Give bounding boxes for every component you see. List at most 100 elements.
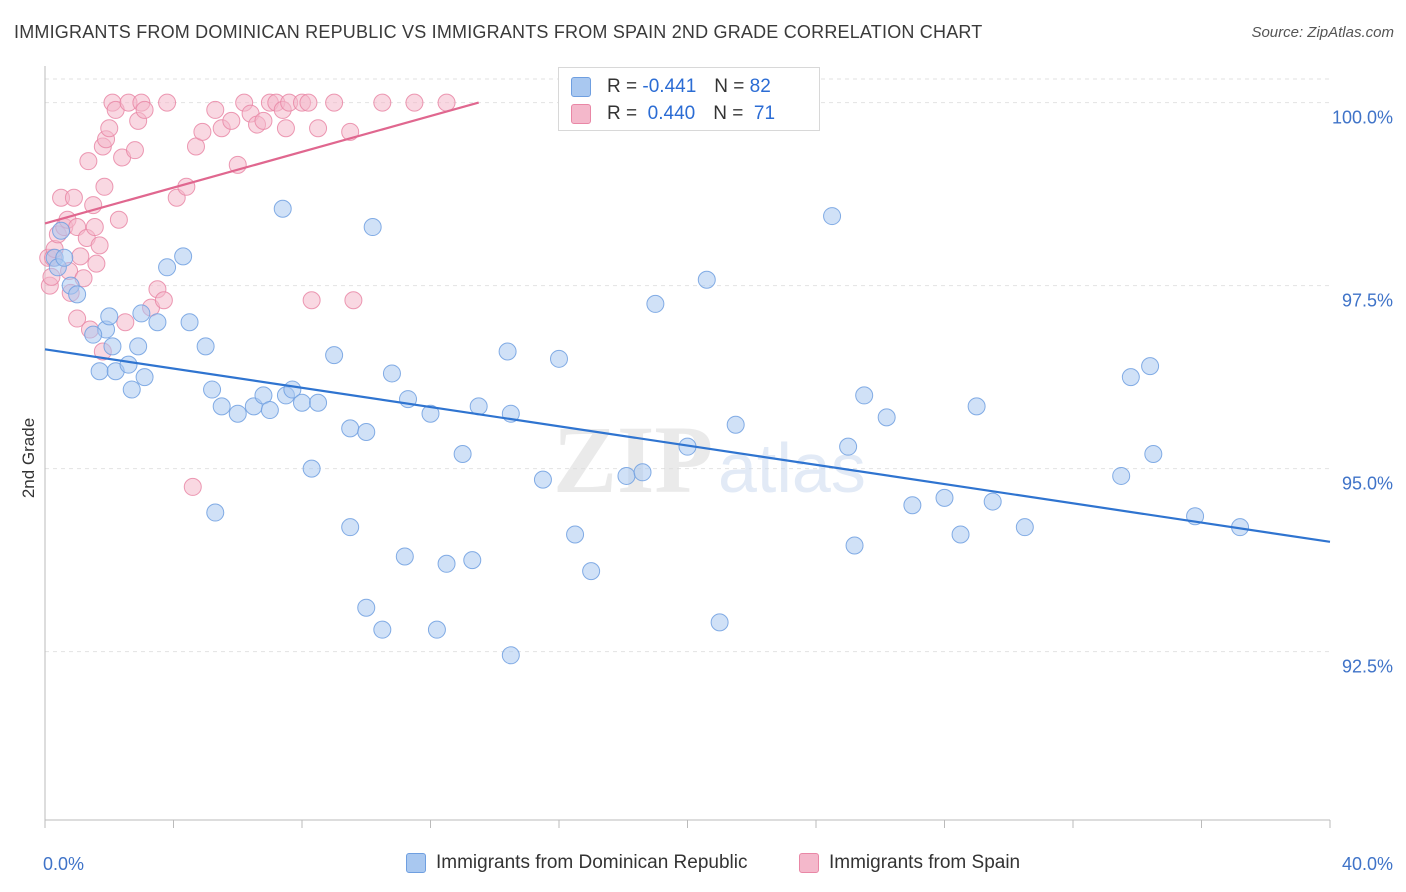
x-tick-label: 40.0% [1342, 854, 1393, 874]
data-point [344, 291, 363, 310]
data-point [1141, 357, 1160, 376]
data-point [299, 93, 318, 112]
data-point [363, 218, 382, 237]
n-value-blue: 82 [749, 76, 771, 97]
watermark-zip: ZIP [553, 406, 713, 513]
data-point [983, 492, 1002, 511]
legend-item-spain: Immigrants from Spain [799, 852, 1020, 874]
data-point [122, 380, 141, 399]
data-point [726, 415, 745, 434]
r-value-blue: -0.441 [642, 76, 697, 97]
data-point [180, 313, 199, 332]
data-point [254, 111, 273, 130]
data-point [1015, 518, 1034, 537]
data-point [421, 404, 440, 423]
r-label: R = [607, 76, 638, 97]
data-point [823, 207, 842, 226]
data-point [951, 525, 970, 544]
data-point [129, 337, 148, 356]
source-label: Source: ZipAtlas.com [1251, 24, 1394, 41]
y-axis-label: 2nd Grade [19, 418, 38, 498]
data-point [935, 488, 954, 507]
series-spain [39, 93, 585, 496]
data-point [206, 100, 225, 119]
data-point [839, 437, 858, 456]
y-tick-label: 92.5% [1342, 657, 1393, 677]
data-point [212, 397, 231, 416]
data-point [697, 270, 716, 289]
data-point [203, 380, 222, 399]
data-point [68, 309, 87, 328]
data-point [373, 620, 392, 639]
bottom-legend: Immigrants from Dominican Republic Immig… [0, 852, 1406, 878]
axes [44, 66, 1331, 828]
data-point [710, 613, 729, 632]
trend-line-spain [44, 101, 479, 225]
trend-lines [44, 101, 1331, 543]
data-point [222, 111, 241, 130]
data-point [302, 291, 321, 310]
chart-title: IMMIGRANTS FROM DOMINICAN REPUBLIC VS IM… [14, 22, 983, 42]
data-point [325, 93, 344, 112]
data-point [85, 218, 104, 237]
r-label: R = [607, 103, 638, 124]
data-point [1112, 466, 1131, 485]
stats-legend: R = -0.441 N = 82 R = 0.440 N = 71 [558, 67, 820, 131]
data-point [158, 258, 177, 277]
data-point [206, 503, 225, 522]
data-point [357, 423, 376, 442]
stats-row-blue: R = -0.441 N = 82 [571, 75, 771, 99]
data-point [71, 247, 90, 266]
data-point [293, 393, 311, 412]
data-point [55, 248, 74, 267]
y-tick-label: 95.0% [1342, 474, 1393, 494]
data-point [90, 362, 109, 381]
data-point [309, 393, 328, 412]
legend-label-dominican: Immigrants from Dominican Republic [436, 852, 748, 873]
data-point [855, 386, 874, 405]
data-point [437, 93, 456, 112]
data-point [617, 466, 636, 485]
series-dominican [45, 199, 1250, 665]
data-point [427, 620, 446, 639]
pink-swatch [571, 104, 591, 124]
data-point [533, 470, 552, 489]
r-value-pink: 0.440 [647, 103, 696, 124]
data-point [100, 307, 119, 326]
data-point [1121, 368, 1140, 387]
data-point [357, 598, 376, 617]
data-point [302, 459, 321, 478]
data-point [228, 404, 247, 423]
n-label: N = [713, 103, 744, 124]
data-point [135, 368, 154, 387]
data-point [183, 477, 202, 496]
data-point [52, 221, 71, 240]
legend-item-dominican: Immigrants from Dominican Republic [406, 852, 748, 874]
data-point [437, 554, 456, 573]
data-point [158, 93, 177, 112]
data-point [125, 141, 144, 160]
data-point [566, 525, 585, 544]
data-point [273, 199, 292, 218]
data-point [87, 254, 106, 273]
data-point [135, 100, 154, 119]
data-point [395, 547, 414, 566]
data-point [453, 444, 472, 463]
trend-line-dominican [44, 348, 1331, 543]
y-tick-label: 100.0% [1332, 108, 1393, 128]
data-point [550, 349, 568, 368]
y-tick-label: 97.5% [1342, 291, 1393, 311]
n-label: N = [714, 76, 745, 97]
data-point [95, 177, 114, 196]
data-point [119, 355, 138, 374]
data-point [103, 337, 122, 356]
data-point [90, 236, 109, 255]
legend-swatch-blue [406, 853, 426, 873]
data-point [309, 119, 328, 138]
data-point [877, 408, 896, 427]
data-point [845, 536, 864, 555]
data-point [646, 294, 665, 313]
data-point [463, 551, 482, 570]
blue-swatch [571, 77, 591, 97]
